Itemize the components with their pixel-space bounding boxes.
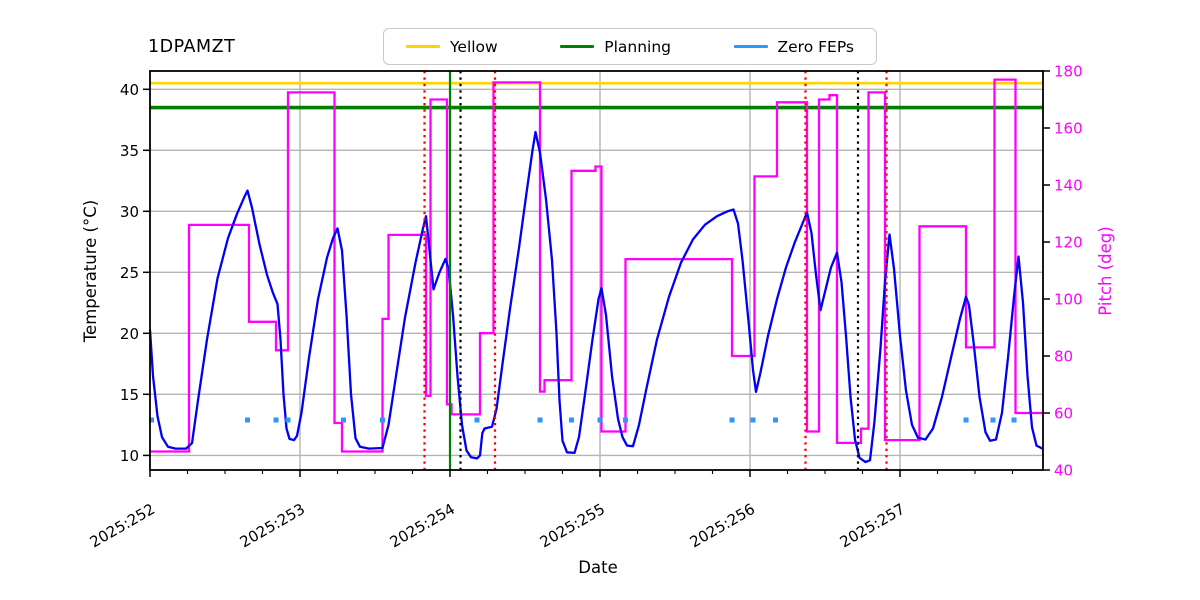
legend: Yellow Planning Zero FEPs: [383, 28, 877, 65]
zero-feps-marker: [623, 417, 628, 423]
y-tick-label-left: 35: [120, 142, 139, 160]
zero-feps-marker: [285, 417, 291, 423]
legend-label: Zero FEPs: [777, 37, 854, 56]
legend-swatch: [733, 44, 768, 49]
legend-swatch: [406, 44, 440, 49]
y-tick-label-right: 140: [1054, 177, 1083, 195]
plot-area: 2025:252 2025:253 2025:254 2025:255 2025:256…: [87, 63, 1083, 552]
temperature-line: [148, 130, 1044, 464]
y-tick-label-left: 30: [120, 203, 139, 221]
y-tick-label-left: 15: [120, 386, 139, 404]
zero-feps-marker: [273, 417, 279, 423]
legend-swatch: [560, 44, 595, 49]
y-tick-label-right: 120: [1054, 234, 1083, 252]
legend-item-yellow: Yellow: [406, 38, 498, 56]
x-tick-label: 2025:256: [687, 500, 758, 552]
zero-feps-marker: [750, 417, 756, 423]
legend-item-planning: Planning: [560, 38, 671, 56]
y-tick-label-right: 60: [1054, 405, 1073, 423]
legend-label: Planning: [604, 37, 672, 56]
y-tick-label-left: 20: [120, 325, 139, 343]
pitch-line: [150, 78, 1043, 453]
zero-feps-marker: [474, 417, 480, 423]
zero-feps-marker: [569, 417, 574, 423]
zero-feps-marker: [380, 417, 385, 423]
zero-feps-marker: [245, 417, 250, 423]
y-tick-label-right: 100: [1054, 291, 1083, 309]
zero-feps-marker: [597, 417, 603, 423]
y-tick-label-left: 10: [120, 447, 139, 465]
x-tick-label: 2025:255: [537, 500, 608, 552]
y-axis-label-right: Pitch (deg): [1096, 226, 1115, 315]
y-tick-label-right: 180: [1054, 63, 1083, 81]
x-axis-label: Date: [578, 558, 617, 577]
legend-item-zero-feps: Zero FEPs: [733, 37, 854, 56]
zero-feps-marker: [990, 417, 996, 423]
zero-feps-marker: [1011, 417, 1017, 423]
zero-feps-marker: [729, 417, 735, 423]
zero-feps-marker: [149, 417, 154, 423]
zero-feps-marker: [537, 417, 543, 423]
x-tick-label: 2025:254: [387, 500, 458, 552]
zero-feps-marker: [341, 417, 346, 423]
legend-label: Yellow: [450, 37, 498, 56]
y-tick-label-left: 25: [120, 264, 139, 282]
x-tick-label: 2025:252: [87, 500, 158, 552]
zero-feps-marker: [963, 417, 969, 423]
axes-frame: [149, 70, 1044, 471]
y-tick-label-right: 160: [1054, 120, 1083, 138]
y-axis-label-left: Temperature (°C): [81, 200, 100, 343]
x-tick-label: 2025:257: [837, 500, 908, 552]
x-tick-label: 2025:253: [237, 500, 308, 552]
y-tick-label-right: 80: [1054, 348, 1073, 366]
zero-feps-marker: [773, 417, 778, 423]
y-tick-label-right: 40: [1054, 462, 1073, 480]
y-tick-label-left: 40: [120, 81, 139, 99]
plot-title: 1DPAMZT: [148, 37, 236, 57]
